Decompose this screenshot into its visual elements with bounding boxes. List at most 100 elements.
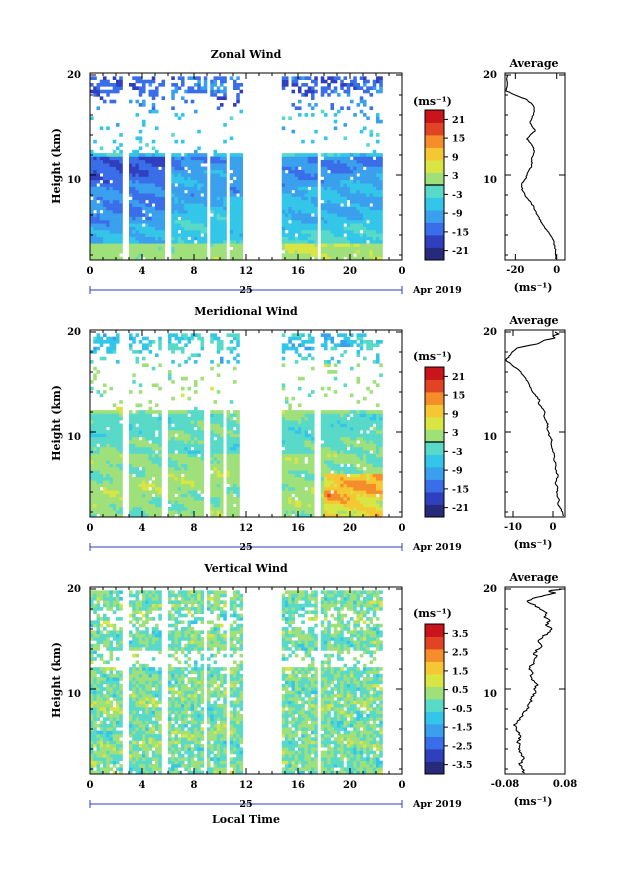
meridional-heatmap-cell [119, 430, 123, 434]
meridional-heatmap-cell [294, 430, 299, 434]
meridional-heatmap-cell [109, 456, 114, 461]
meridional-heatmap-cell [226, 413, 231, 418]
meridional-title: Meridional Wind [194, 305, 298, 318]
meridional-heatmap-cell [236, 423, 240, 428]
meridional-heatmap-cell [288, 456, 292, 461]
meridional-heatmap-cell [132, 490, 136, 494]
meridional-heatmap-cell [236, 470, 240, 474]
meridional-heatmap-cell [132, 413, 136, 418]
zonal-heatmap-cell [171, 83, 175, 87]
zonal-heatmap-cell [119, 249, 123, 254]
meridional-heatmap-cell [333, 460, 338, 464]
zonal-heatmap-cell [109, 209, 114, 214]
zonal-heatmap-cell [281, 246, 286, 251]
zonal-heatmap-cell [301, 189, 305, 194]
meridional-heatmap-cell [158, 486, 162, 491]
zonal-heatmap-cell [132, 246, 136, 251]
zonal-heatmap-cell [311, 223, 315, 227]
zonal-heatmap-cell [145, 246, 149, 251]
zonal-heatmap-cell [369, 256, 374, 261]
zonal-heatmap-cell [346, 226, 351, 231]
zonal-heatmap-cell [291, 196, 296, 201]
zonal-heatmap-cell [197, 76, 201, 80]
meridional-heatmap-cell [216, 413, 221, 418]
zonal-heatmap-cell [301, 159, 305, 164]
zonal-heatmap-cell [116, 163, 120, 167]
meridional-heatmap-cell [307, 433, 312, 438]
meridional-heatmap-cell [343, 426, 348, 431]
zonal-heatmap-cell [103, 159, 107, 164]
zonal-heatmap-cell [324, 256, 328, 261]
zonal-heatmap-cell [106, 236, 110, 241]
zonal-heatmap-cell [135, 216, 140, 221]
zonal-colorbar-swatch [425, 247, 444, 252]
meridional-heatmap-cell [353, 483, 357, 488]
zonal-heatmap-cell [333, 216, 338, 221]
zonal-heatmap-cell [236, 213, 240, 217]
meridional-heatmap-cell [350, 343, 354, 347]
zonal-heatmap-cell [112, 213, 117, 217]
meridional-heatmap-cell [106, 453, 110, 458]
meridional-heatmap-cell [343, 350, 348, 354]
meridional-heatmap-cell [200, 506, 205, 511]
zonal-colorbar-tick-label: 21 [452, 115, 465, 126]
zonal-heatmap-cell [281, 153, 286, 157]
zonal-heatmap-cell [353, 163, 357, 167]
zonal-heatmap-cell [132, 203, 136, 207]
zonal-heatmap-cell [174, 156, 179, 161]
zonal-heatmap-cell [158, 203, 162, 207]
zonal-heatmap-cell [363, 253, 367, 257]
zonal-heatmap-cell [369, 223, 374, 227]
zonal-heatmap-cell [220, 209, 224, 214]
zonal-heatmap-cell [96, 203, 101, 207]
zonal-heatmap-cell [307, 176, 312, 181]
meridional-heatmap-cell [301, 493, 305, 498]
meridional-heatmap-cell [301, 436, 305, 441]
zonal-heatmap-cell [239, 223, 244, 227]
meridional-heatmap-cell [356, 436, 361, 441]
meridional-heatmap-cell [129, 440, 133, 444]
zonal-heatmap-cell [106, 183, 110, 187]
zonal-heatmap-cell [161, 243, 166, 247]
zonal-heatmap-cell [210, 209, 214, 214]
zonal-heatmap-cell [281, 163, 286, 167]
zonal-heatmap-cell [314, 183, 318, 187]
meridional-heatmap-cell [226, 433, 231, 438]
zonal-heatmap-cell [327, 83, 331, 87]
meridional-heatmap-cell [116, 360, 120, 364]
zonal-heatmap-cell [233, 196, 237, 201]
zonal-heatmap-cell [223, 209, 227, 214]
zonal-heatmap-cell [298, 86, 302, 90]
zonal-heatmap-cell [220, 96, 224, 101]
zonal-heatmap-cell [372, 203, 377, 207]
zonal-heatmap-cell [142, 249, 146, 254]
meridional-heatmap-cell [135, 466, 140, 471]
meridional-heatmap-cell [171, 396, 175, 401]
meridional-heatmap-cell [168, 433, 172, 438]
zonal-heatmap-cell [220, 213, 224, 217]
meridional-heatmap-cell [190, 506, 195, 511]
zonal-heatmap-cell [229, 223, 234, 227]
zonal-heatmap-cell [96, 236, 101, 241]
meridional-heatmap-cell [112, 343, 117, 347]
zonal-heatmap-cell [333, 126, 338, 131]
meridional-heatmap-cell [226, 503, 231, 508]
zonal-heatmap-cell [281, 213, 286, 217]
zonal-heatmap-cell [294, 153, 299, 157]
meridional-heatmap-cell [311, 513, 315, 518]
zonal-heatmap-cell [174, 203, 179, 207]
zonal-heatmap-cell [151, 139, 156, 144]
meridional-heatmap-cell [304, 446, 309, 451]
zonal-heatmap-cell [353, 83, 357, 87]
meridional-heatmap-cell [116, 453, 120, 458]
zonal-heatmap-cell [236, 163, 240, 167]
zonal-heatmap-cell [327, 213, 331, 217]
zonal-heatmap-cell [294, 253, 299, 257]
zonal-heatmap-cell [187, 199, 192, 204]
meridional-heatmap-cell [106, 416, 110, 421]
meridional-heatmap-cell [116, 500, 120, 504]
meridional-heatmap-cell [184, 453, 188, 458]
meridional-heatmap-cell [288, 410, 292, 414]
meridional-heatmap-cell [151, 426, 156, 431]
meridional-heatmap-cell [216, 350, 221, 354]
